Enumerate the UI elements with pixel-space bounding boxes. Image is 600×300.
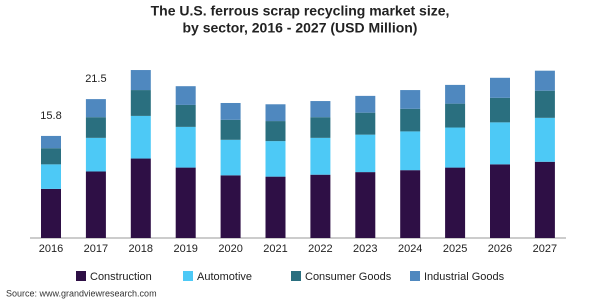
- bar-segment: [355, 112, 376, 135]
- bar-segment: [265, 141, 286, 177]
- bar-segment: [41, 164, 61, 189]
- legend-label: Automotive: [197, 271, 252, 283]
- bar-segment: [445, 84, 466, 104]
- bar-segment: [85, 99, 106, 118]
- x-tick-label: 2018: [129, 243, 153, 255]
- bar-segment: [265, 176, 286, 238]
- bar-segment: [355, 134, 376, 173]
- bar-segment: [41, 188, 61, 238]
- source: Source: www.grandviewresearch.com: [6, 288, 157, 298]
- chart-title: The U.S. ferrous scrap recycling market …: [151, 3, 450, 19]
- bar-segment: [400, 170, 421, 238]
- bar-segment: [41, 135, 61, 149]
- legend-swatch: [183, 271, 193, 281]
- x-tick-label: 2027: [533, 243, 557, 255]
- bar-segment: [220, 119, 241, 140]
- bar-segment: [175, 104, 196, 127]
- x-tick-label: 2023: [353, 243, 377, 255]
- bar-segment: [534, 161, 555, 238]
- bar-segment: [490, 97, 510, 123]
- legend-label: Consumer Goods: [305, 271, 392, 283]
- bar-segment: [85, 117, 106, 138]
- bar-segment: [220, 139, 241, 176]
- bar-segment: [130, 115, 151, 159]
- x-tick-label: 2025: [443, 243, 467, 255]
- legend-swatch: [291, 271, 301, 281]
- legend-label: Industrial Goods: [424, 271, 505, 283]
- x-tick-label: 2026: [488, 243, 512, 255]
- x-tick-label: 2019: [173, 243, 197, 255]
- chart-title: by sector, 2016 - 2027 (USD Million): [183, 20, 418, 36]
- bar-segment: [355, 95, 376, 113]
- bar-segment: [534, 117, 555, 162]
- x-tick-label: 2020: [218, 243, 242, 255]
- bar-segment: [265, 121, 286, 142]
- bar-segment: [130, 158, 151, 238]
- bar-segment: [310, 174, 331, 238]
- bar-segment: [41, 148, 61, 165]
- bar-segment: [310, 117, 331, 138]
- legend-swatch: [410, 271, 420, 281]
- bar-segment: [310, 137, 331, 175]
- bar-segment: [220, 175, 241, 238]
- bar-segment: [445, 167, 466, 238]
- total-label: 15.8: [40, 110, 61, 122]
- x-tick-label: 2024: [398, 243, 422, 255]
- bar-segment: [445, 127, 466, 168]
- x-tick-label: 2021: [263, 243, 287, 255]
- bar-segment: [400, 90, 421, 109]
- bar-segment: [490, 164, 510, 238]
- bar-segment: [534, 90, 555, 118]
- bar-segment: [265, 104, 286, 122]
- bar-segment: [85, 137, 106, 172]
- bar-segment: [400, 108, 421, 132]
- x-tick-label: 2016: [39, 243, 63, 255]
- x-tick-label: 2022: [308, 243, 332, 255]
- bar-segment: [130, 70, 151, 91]
- bar-segment: [85, 171, 106, 238]
- bar-segment: [445, 103, 466, 128]
- bar-segment: [220, 102, 241, 120]
- legend-swatch: [76, 271, 86, 281]
- bar-segment: [310, 101, 331, 118]
- bar-segment: [130, 90, 151, 116]
- x-tick-label: 2017: [84, 243, 108, 255]
- bar-segment: [490, 122, 510, 165]
- bar-segment: [355, 172, 376, 238]
- legend-label: Construction: [90, 271, 152, 283]
- bar-segment: [490, 77, 510, 98]
- bar-segment: [534, 70, 555, 91]
- bar-segment: [175, 167, 196, 238]
- bar-segment: [175, 86, 196, 105]
- total-label: 21.5: [85, 73, 106, 85]
- bar-segment: [400, 131, 421, 171]
- bar-segment: [175, 126, 196, 168]
